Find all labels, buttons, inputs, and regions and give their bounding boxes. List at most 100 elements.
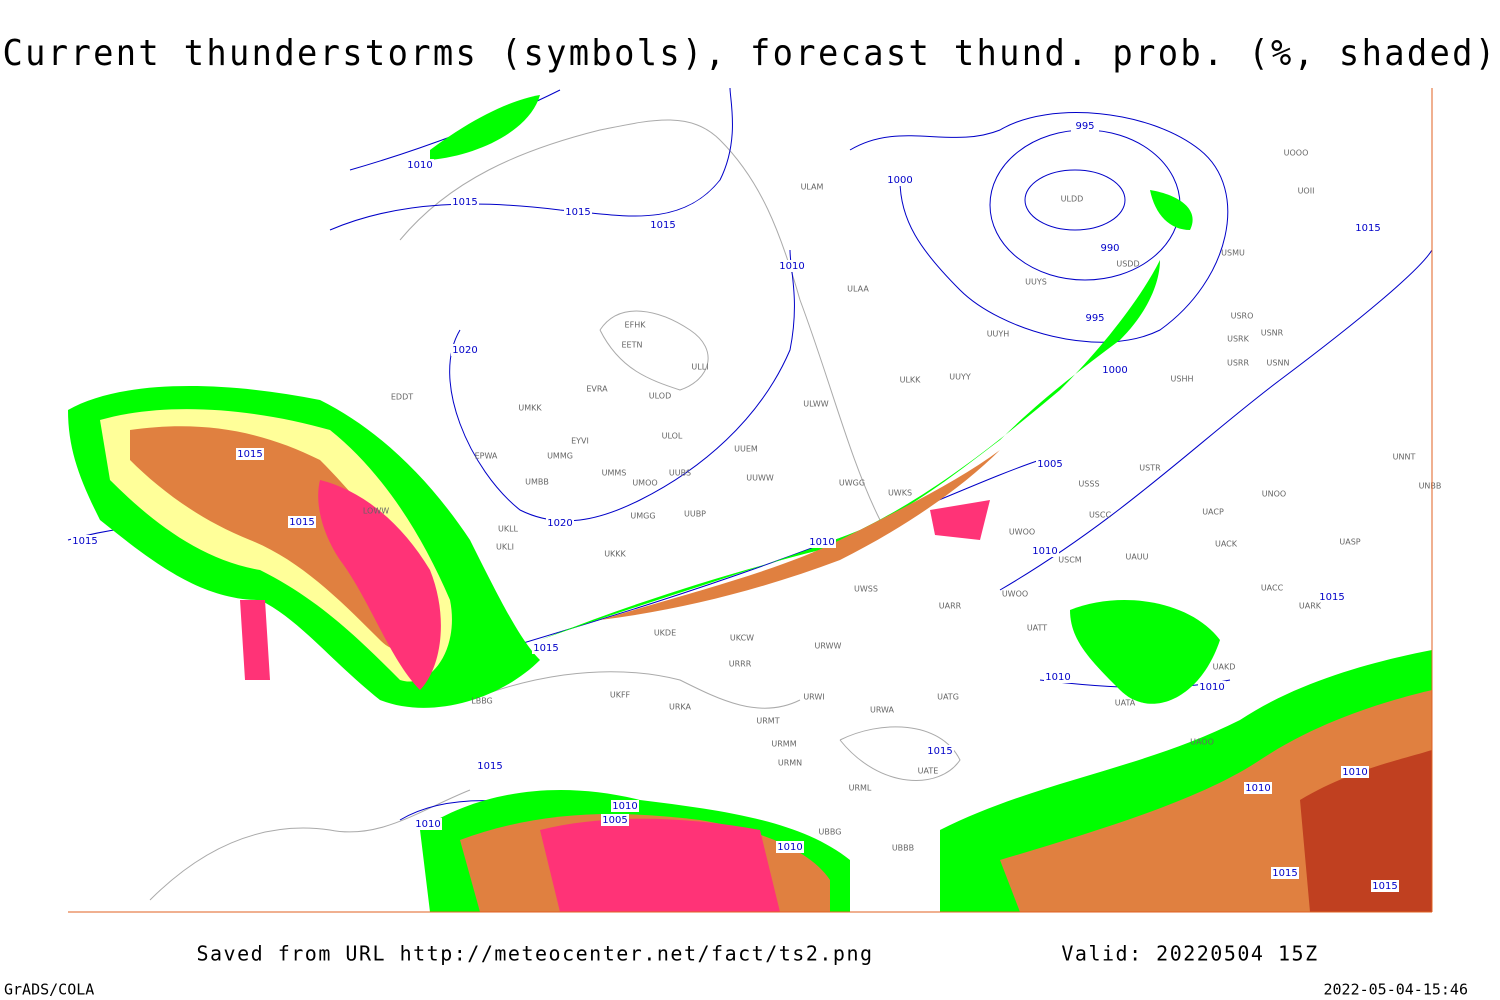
station-label: EPWA <box>475 452 498 461</box>
isobar-label: 1010 <box>1032 546 1057 557</box>
isobar-labels: 1010 1015 1015 1015 1010 1000 995 990 995 1000 101… <box>71 120 1399 892</box>
isobar-label: 1010 <box>612 801 637 812</box>
isobar-label-bg <box>601 814 629 826</box>
isobar-label: 1015 <box>927 746 952 757</box>
credit: GrADS/COLA <box>4 981 94 999</box>
station-label: EFHK <box>625 321 647 330</box>
map-area: 1010 1015 1015 1015 1010 1000 995 990 995 1000 101… <box>67 87 1442 913</box>
station-label: UUWW <box>746 474 774 483</box>
station-label: URWI <box>803 693 824 702</box>
station-label: UKFF <box>610 691 631 700</box>
station-label: UWOO <box>1002 590 1028 599</box>
isobar-label-bg <box>926 745 954 757</box>
isobar-label: 1010 <box>809 537 834 548</box>
station-label: URRR <box>729 660 752 669</box>
station-label: USTR <box>1139 464 1161 473</box>
station-label: UOII <box>1298 187 1315 196</box>
station-label: ULAM <box>801 183 824 192</box>
isobar-label-bg <box>649 219 677 231</box>
station-label: USRR <box>1227 359 1249 368</box>
station-label: USSS <box>1078 480 1099 489</box>
station-label: UMBB <box>525 478 549 487</box>
isobar-label-bg <box>1244 782 1272 794</box>
isobar-label-bg <box>236 448 264 460</box>
isobar-label-bg <box>1341 766 1369 778</box>
station-label: UUYH <box>987 330 1010 339</box>
station-label: UNOO <box>1262 490 1286 499</box>
station-label: UACC <box>1261 584 1284 593</box>
station-label: UWKS <box>888 489 912 498</box>
isobar-label-bg <box>564 206 592 218</box>
station-label: UKDE <box>654 629 676 638</box>
isobar-label-bg <box>71 535 99 547</box>
isobar-label-bg <box>1071 120 1099 132</box>
isobar-label-bg <box>886 174 914 186</box>
isobar-label: 1000 <box>1102 365 1127 376</box>
isobar-label-bg <box>611 800 639 812</box>
station-label: USMU <box>1221 249 1245 258</box>
isobar-label: 1005 <box>602 815 627 826</box>
source-url: Saved from URL http://meteocenter.net/fa… <box>196 942 873 966</box>
station-label: UAOO <box>1190 738 1214 747</box>
station-label: UATG <box>937 693 959 702</box>
isobar-label: 995 <box>1085 313 1104 324</box>
isobar-label: 1015 <box>452 197 477 208</box>
station-label: UACP <box>1202 508 1224 517</box>
station-label: UNNT <box>1393 453 1416 462</box>
station-label: URKA <box>669 703 692 712</box>
station-label: URMT <box>756 717 779 726</box>
isobar-label-bg <box>808 536 836 548</box>
station-label: UAUU <box>1125 553 1148 562</box>
isobar-label-bg <box>1354 222 1382 234</box>
station-label: LBBG <box>471 697 493 706</box>
isobar-label: 1015 <box>72 536 97 547</box>
station-label: UATT <box>1027 624 1047 633</box>
isobar-label: 1015 <box>289 517 314 528</box>
isobar-label-bg <box>414 818 442 830</box>
isobar-label: 1010 <box>1045 672 1070 683</box>
isobar-label: 1015 <box>1372 881 1397 892</box>
station-label: URML <box>849 784 872 793</box>
station-label: ULKK <box>900 376 922 385</box>
station-label: USNN <box>1267 359 1290 368</box>
isobar-label: 1005 <box>1037 459 1062 470</box>
station-label: USRO <box>1231 312 1254 321</box>
isobar-label: 1015 <box>477 761 502 772</box>
station-label: UACK <box>1215 540 1238 549</box>
station-label: UASP <box>1339 538 1360 547</box>
station-label: ULOD <box>649 392 671 401</box>
station-label: EVRA <box>586 385 608 394</box>
station-label: UBBB <box>892 844 914 853</box>
isobar-label-bg <box>1096 242 1124 254</box>
isobar-label: 1020 <box>452 345 477 356</box>
isobar-label-bg <box>406 159 434 171</box>
station-label: USRK <box>1227 335 1249 344</box>
isobar-label: 1010 <box>1342 767 1367 778</box>
coastlines <box>149 119 961 901</box>
station-label: UWSS <box>854 585 878 594</box>
isobar-label: 1015 <box>533 643 558 654</box>
station-label: ULDD <box>1061 195 1084 204</box>
isobar-label-bg <box>476 760 504 772</box>
isobar-label: 1010 <box>779 261 804 272</box>
station-label: UKCW <box>730 634 754 643</box>
station-label: UUYY <box>949 373 971 382</box>
isobar-label: 990 <box>1100 243 1119 254</box>
station-label: EYVI <box>571 437 589 446</box>
isobar-label: 995 <box>1075 121 1094 132</box>
station-labels: EDDT UMKK EFHK EETN EVRA ULOD ULOL ULLI EYVI EPWA… <box>363 149 1442 853</box>
station-label: UKLI <box>496 543 514 552</box>
isobar-label-bg <box>1198 681 1226 693</box>
isobar-label: 1010 <box>1199 682 1224 693</box>
isobar-label: 1010 <box>777 842 802 853</box>
station-label: ULWW <box>803 400 828 409</box>
station-label: UOOO <box>1284 149 1309 158</box>
isobar-label-bg <box>451 196 479 208</box>
isobar-label: 1020 <box>547 518 572 529</box>
station-label: URMM <box>771 740 796 749</box>
station-label: URMN <box>778 759 802 768</box>
isobar-label-bg <box>1371 880 1399 892</box>
isobar-label-bg <box>776 841 804 853</box>
station-label: USCC <box>1089 511 1112 520</box>
